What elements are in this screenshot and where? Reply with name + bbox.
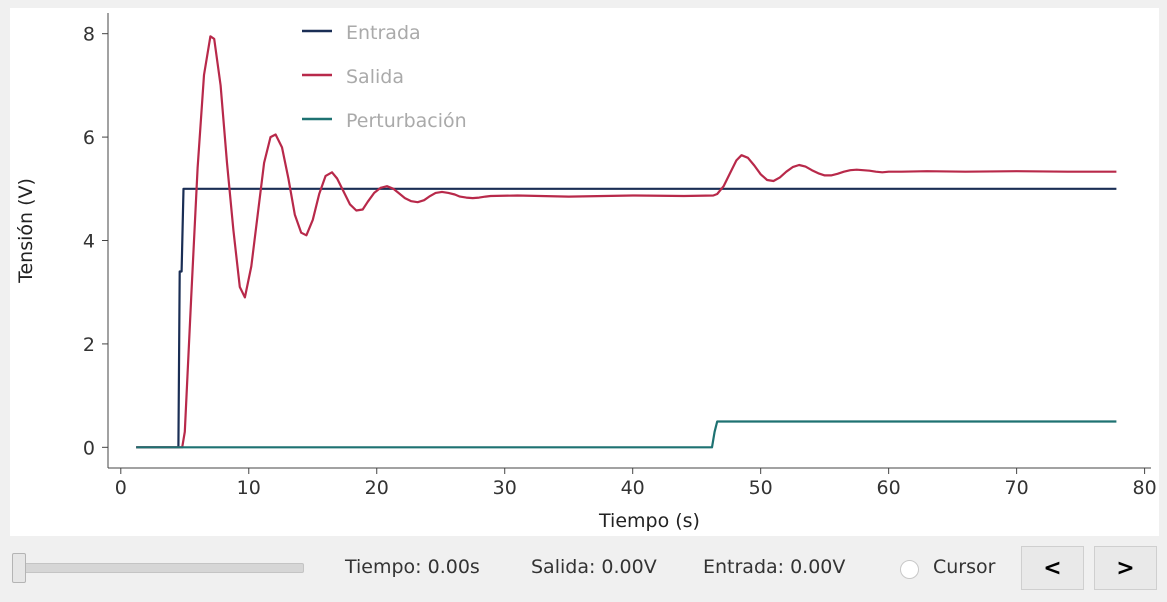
x-tick-label: 50	[749, 477, 773, 499]
cursor-label[interactable]: Cursor	[933, 556, 996, 578]
x-tick-label: 0	[115, 477, 127, 499]
output-readout: Salida: 0.00V	[531, 556, 657, 578]
y-tick-label: 4	[83, 231, 95, 253]
x-axis-label: Tiempo (s)	[598, 510, 700, 532]
time-readout: Tiempo: 0.00s	[345, 556, 480, 578]
x-tick-label: 80	[1133, 477, 1157, 499]
x-tick-label: 10	[237, 477, 261, 499]
cursor-radio[interactable]	[900, 560, 919, 579]
series-line-3	[136, 420, 1117, 449]
series-line-1	[136, 187, 1117, 449]
input-readout: Entrada: 0.00V	[703, 556, 846, 578]
previous-button[interactable]: <	[1021, 546, 1084, 590]
next-button[interactable]: >	[1094, 546, 1157, 590]
y-tick-label: 0	[83, 437, 95, 459]
time-slider-handle[interactable]	[12, 553, 26, 583]
x-tick-label: 70	[1005, 477, 1029, 499]
voltage-chart: 0 10 20 30 40 50 60 70 80 0 2 4 6 8 Tiempo (s) Tensión …	[15, 13, 1157, 532]
y-axis-label: Tensión (V)	[15, 178, 37, 284]
legend-label: Entrada	[346, 22, 421, 44]
y-tick-label: 8	[83, 24, 95, 46]
x-tick-label: 60	[877, 477, 901, 499]
legend-label: Perturbación	[346, 110, 467, 132]
y-tick-label: 6	[83, 127, 95, 149]
x-tick-label: 40	[621, 477, 645, 499]
x-tick-label: 20	[365, 477, 389, 499]
x-tick-label: 30	[493, 477, 517, 499]
series-line-2	[136, 35, 1117, 449]
time-slider-track[interactable]	[12, 563, 304, 573]
y-tick-label: 2	[83, 334, 95, 356]
control-bar: Tiempo: 0.00s Salida: 0.00V Entrada: 0.0…	[0, 536, 1167, 602]
plot-panel: 0 10 20 30 40 50 60 70 80 0 2 4 6 8 Tiempo (s) Tensión …	[10, 8, 1159, 536]
legend-label: Salida	[346, 66, 404, 88]
